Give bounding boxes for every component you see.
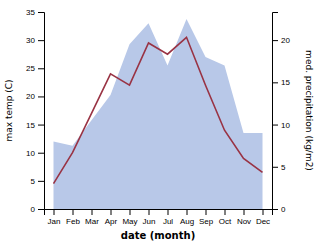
y-tick-label: 0	[31, 205, 36, 214]
area	[54, 19, 263, 209]
y2-axis-line	[273, 13, 279, 210]
x-tick: Aug	[180, 209, 194, 226]
x-tick-mark	[225, 209, 226, 215]
x-tick-mark	[130, 209, 131, 215]
x-tick-label: Dec	[256, 217, 270, 226]
x-tick-mark	[263, 209, 264, 215]
x-tick-label: Aug	[180, 217, 194, 226]
y-tick: 25	[26, 64, 44, 73]
y-tick-mark	[38, 209, 44, 210]
y-tick: 5	[31, 177, 44, 186]
y-tick-mark	[38, 181, 44, 182]
y2-tick-label: 5	[281, 163, 286, 172]
x-tick-label: Jan	[48, 217, 61, 226]
x-tick-label: Feb	[66, 217, 80, 226]
y-tick-mark	[38, 12, 44, 13]
y2-tick: 20	[272, 36, 290, 45]
x-tick-mark	[54, 209, 55, 215]
x-tick-mark	[206, 209, 207, 215]
x-tick: Dec	[256, 209, 270, 226]
y2-tick-label: 15	[281, 78, 290, 87]
y-tick: 20	[26, 92, 44, 101]
y2-tick-label: 10	[281, 121, 290, 130]
plot-area: Jan Feb Mar Apr May Jun Jul Aug Sep Oct Nov Dec 0 5 10…	[4, 8, 314, 241]
y-tick-label: 25	[26, 64, 35, 73]
x-tick: Sep	[199, 209, 214, 226]
x-tick-mark	[187, 209, 188, 215]
x-tick: Jan	[48, 209, 61, 226]
y2-tick: 15	[272, 78, 290, 87]
y-tick-label: 10	[26, 149, 35, 158]
y-tick-mark	[38, 125, 44, 126]
x-tick-mark	[244, 209, 245, 215]
x-tick-label: May	[122, 217, 137, 226]
y-tick-label: 30	[26, 36, 35, 45]
line	[54, 37, 263, 183]
y-tick: 0	[31, 205, 44, 214]
marks	[54, 19, 263, 209]
y-tick-mark	[38, 153, 44, 154]
y-axis: 0 5 10 15 20 25 30 35	[26, 8, 44, 214]
y-tick-mark	[38, 96, 44, 97]
y-tick: 15	[26, 121, 44, 130]
y2-tick: 0	[272, 205, 286, 214]
x-tick-mark	[149, 209, 150, 215]
y-axis-title: max temp (C)	[4, 79, 14, 141]
x-axis-title: date (month)	[121, 230, 195, 241]
y2-tick-mark	[272, 125, 278, 126]
y-tick: 10	[26, 149, 44, 158]
y2-tick-mark	[272, 82, 278, 83]
x-tick-label: Jun	[143, 217, 156, 226]
x-tick-label: Apr	[105, 217, 118, 226]
y2-axis: 0 5 10 15 20	[272, 13, 290, 215]
y-tick-label: 15	[26, 121, 35, 130]
y-tick-label: 5	[31, 177, 36, 186]
x-tick: Oct	[219, 209, 232, 226]
y2-tick-label: 0	[281, 205, 286, 214]
chart: Jan Feb Mar Apr May Jun Jul Aug Sep Oct Nov Dec 0 5 10…	[0, 0, 318, 247]
y-tick: 30	[26, 36, 44, 45]
x-tick-mark	[168, 209, 169, 215]
x-axis: Jan Feb Mar Apr May Jun Jul Aug Sep Oct Nov Dec	[45, 209, 273, 226]
x-tick: Apr	[105, 209, 118, 226]
x-tick-label: Nov	[237, 217, 251, 226]
y2-tick-label: 20	[281, 36, 290, 45]
x-tick: Mar	[85, 209, 99, 226]
x-tick: Nov	[237, 209, 251, 226]
x-tick-label: Sep	[199, 217, 214, 226]
x-tick: May	[122, 209, 137, 226]
x-tick-mark	[92, 209, 93, 215]
x-tick: Feb	[66, 209, 80, 226]
y2-tick-mark	[272, 209, 278, 210]
x-tick-mark	[73, 209, 74, 215]
y-tick-mark	[38, 40, 44, 41]
y2-tick: 10	[272, 121, 290, 130]
x-tick: Jul	[163, 209, 173, 226]
y2-tick: 5	[272, 163, 286, 172]
x-tick-label: Jul	[163, 217, 173, 226]
y-tick-label: 20	[26, 92, 35, 101]
y2-axis-title: med. precipitation (kg/m2)	[304, 50, 314, 171]
y2-tick-mark	[272, 167, 278, 168]
y-tick-mark	[38, 68, 44, 69]
x-tick-label: Oct	[219, 217, 232, 226]
x-tick-mark	[111, 209, 112, 215]
y-tick-label: 35	[26, 8, 35, 17]
y-axis-line	[38, 13, 45, 210]
y-tick: 35	[26, 8, 44, 17]
y2-tick-mark	[272, 40, 278, 41]
x-tick: Jun	[143, 209, 156, 226]
x-tick-label: Mar	[85, 217, 99, 226]
x-axis-line	[45, 210, 273, 216]
